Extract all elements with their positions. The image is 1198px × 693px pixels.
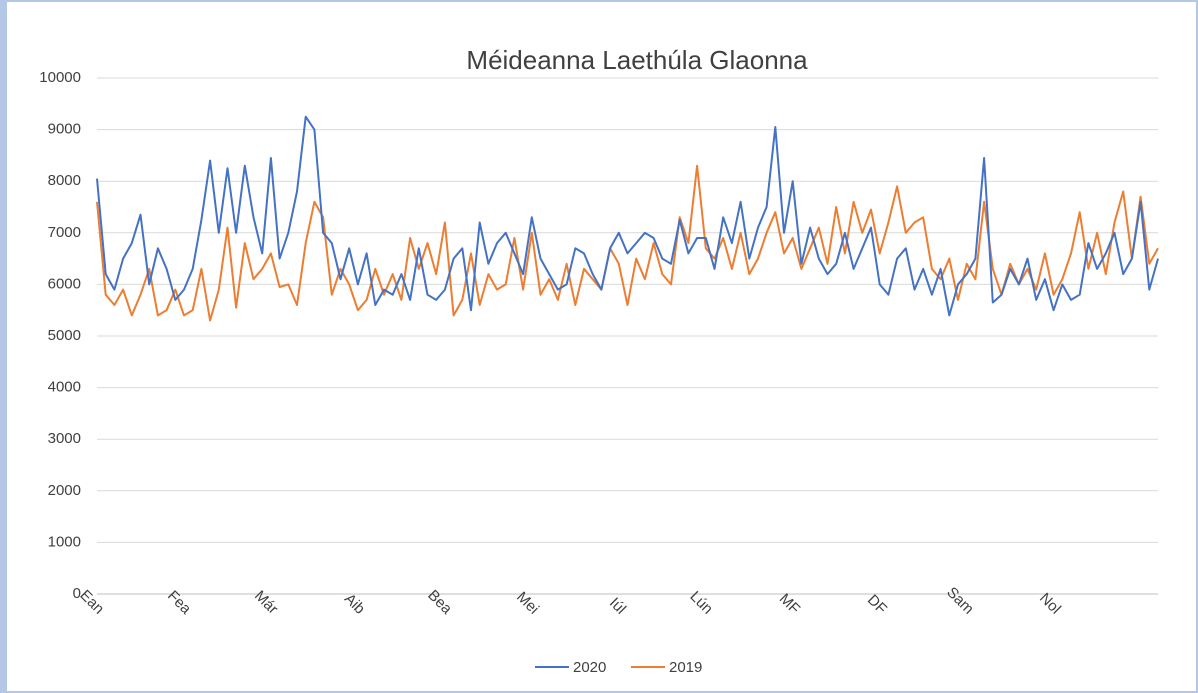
y-tick-label: 1000: [48, 533, 81, 550]
y-tick-label: 7000: [48, 224, 81, 241]
y-tick-label: 4000: [48, 379, 81, 396]
y-tick-label: 3000: [48, 430, 81, 447]
y-tick-label: 10000: [39, 69, 81, 86]
legend-label: 2020: [573, 659, 606, 676]
y-tick-label: 9000: [48, 121, 81, 138]
frame-edge: [1, 1, 7, 692]
y-tick-label: 0: [73, 585, 81, 602]
y-tick-label: 6000: [48, 275, 81, 292]
legend-label: 2019: [669, 659, 702, 676]
series-line: [96, 115, 1159, 317]
y-tick-label: 5000: [48, 327, 81, 344]
y-tick-label: 8000: [48, 172, 81, 189]
chart-title: Méideanna Laethúla Glaonna: [466, 45, 808, 75]
series-line: [96, 164, 1159, 322]
y-tick-label: 2000: [48, 482, 81, 499]
